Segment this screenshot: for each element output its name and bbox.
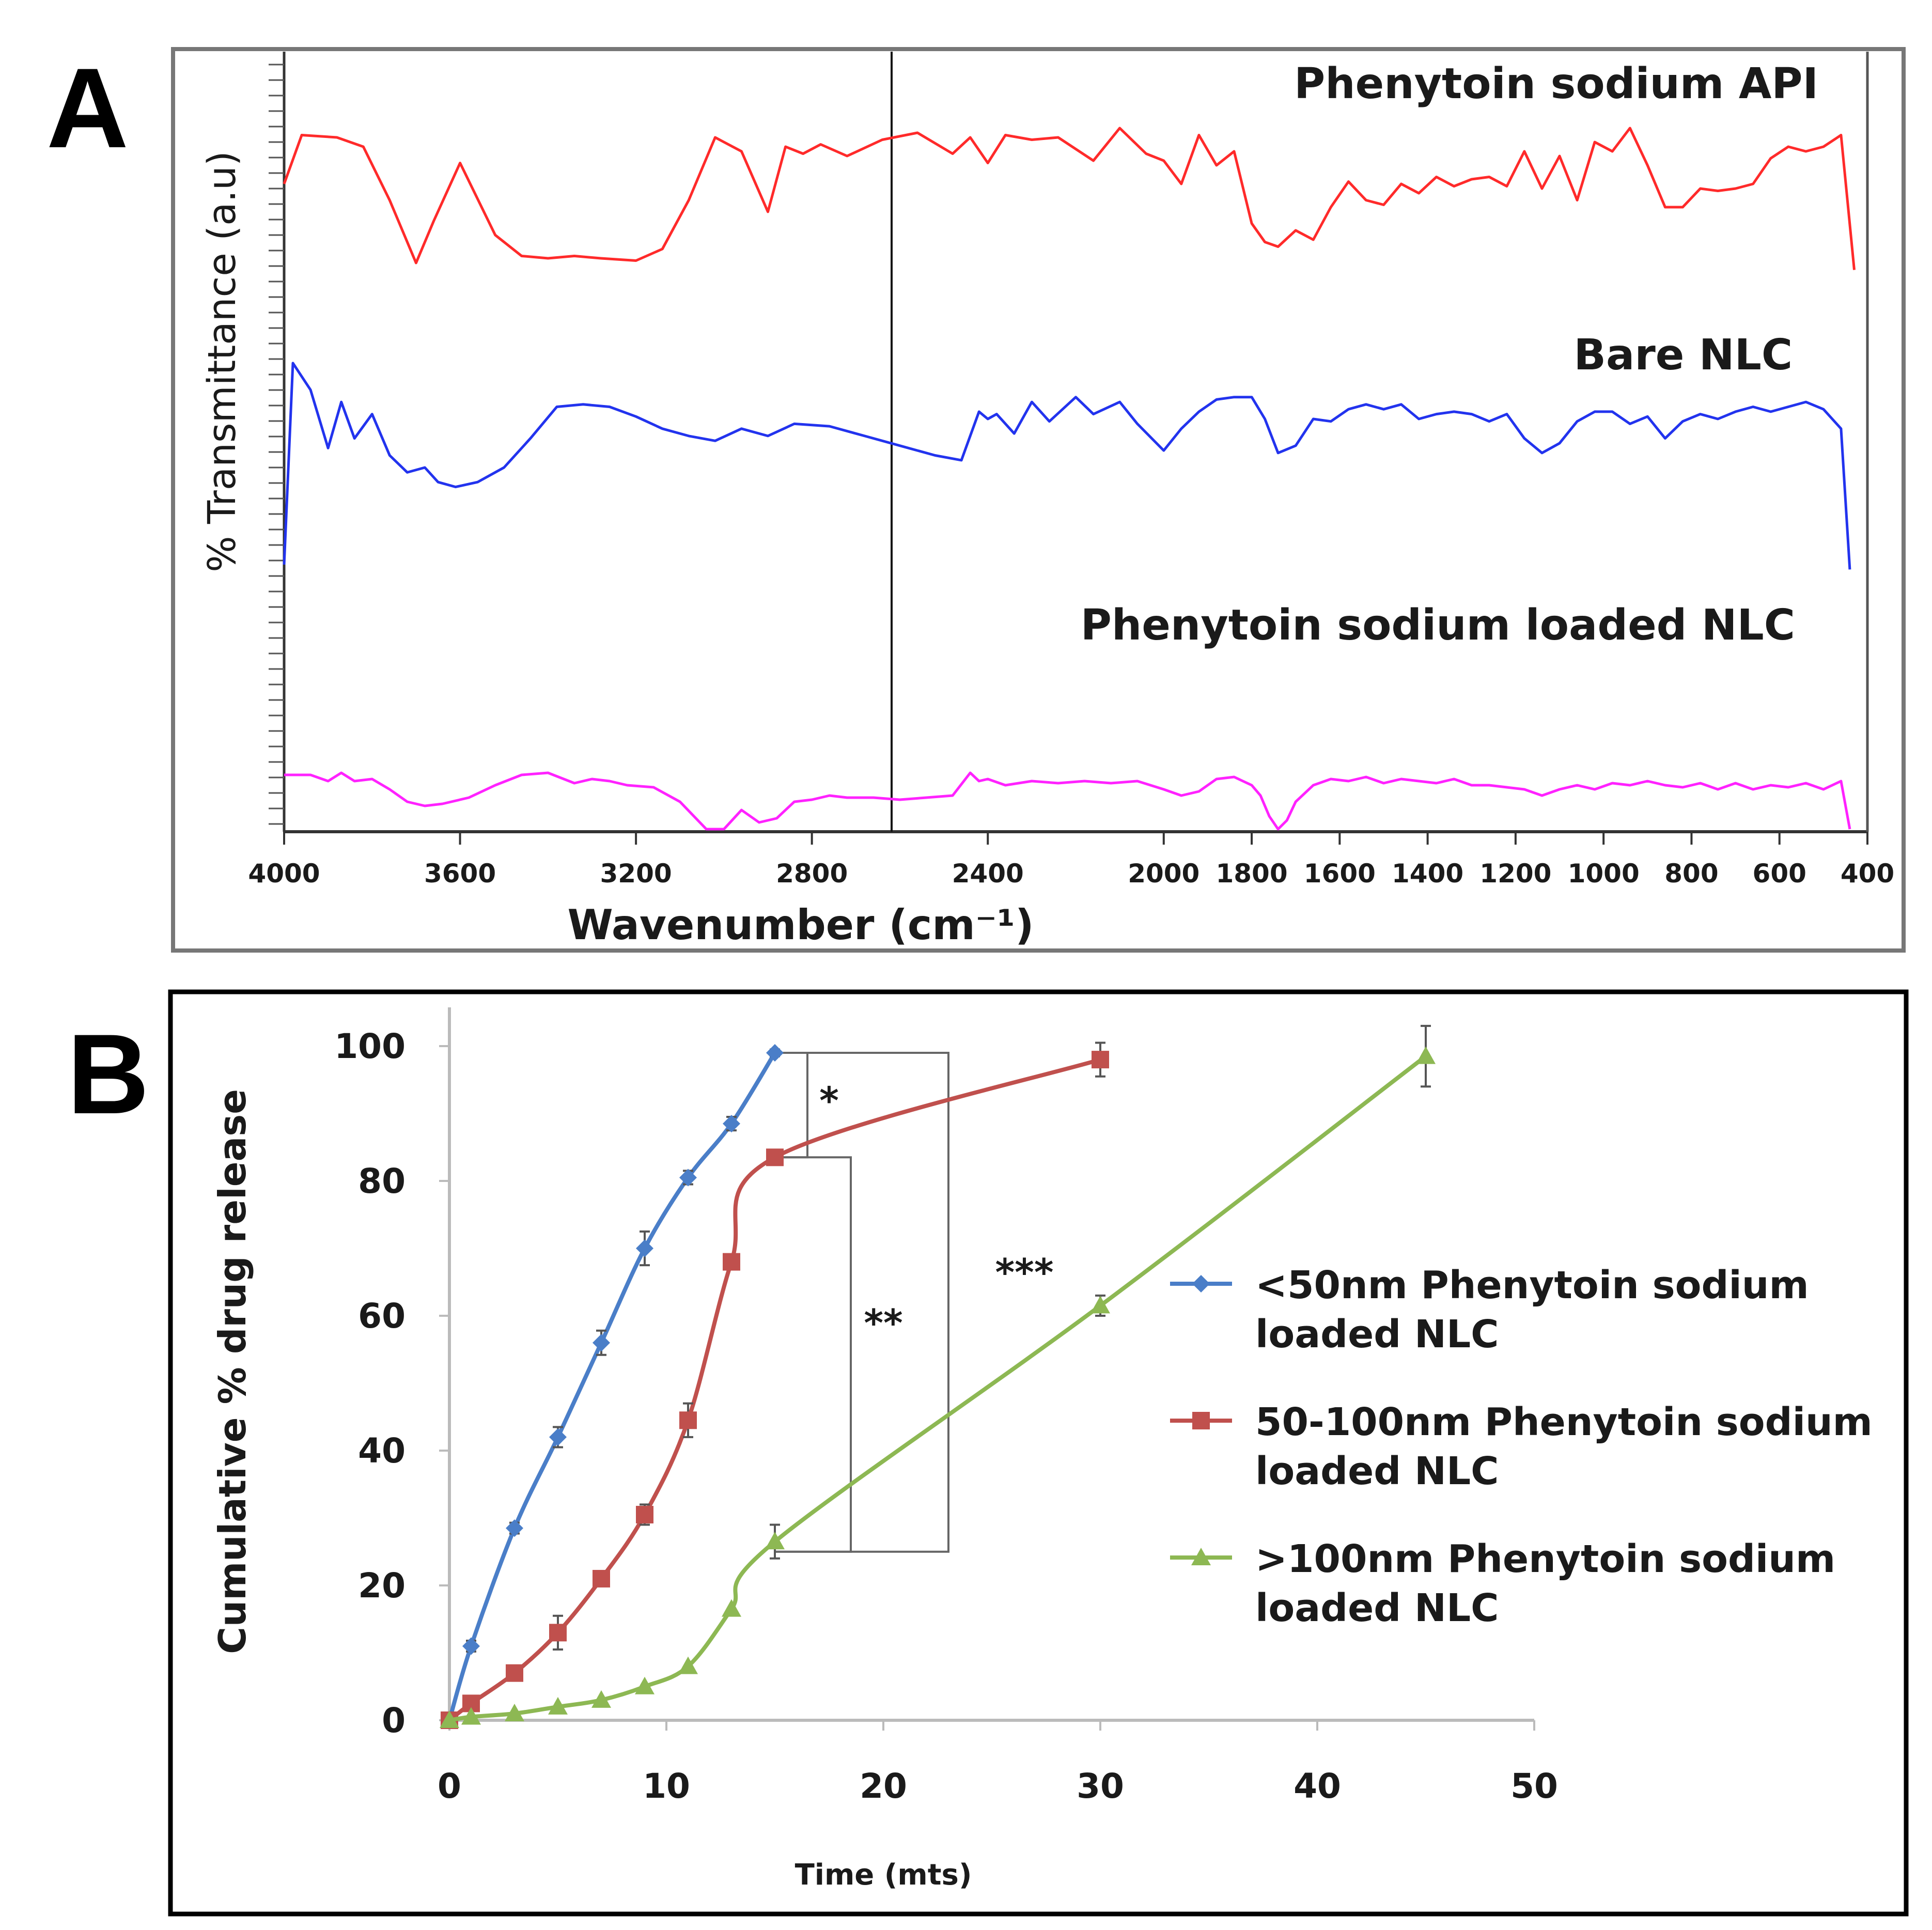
panel-a-x-tick-label: 2800 — [776, 859, 848, 889]
significance-brackets: ****** — [775, 1052, 1054, 1553]
panel-b-series — [440, 1024, 1436, 1729]
panel-b-y-tick-label: 40 — [358, 1431, 406, 1471]
panel-b-x-tick-label: 20 — [860, 1766, 907, 1806]
panel-b-y-tick-label: 20 — [358, 1566, 406, 1606]
data-point — [679, 1411, 697, 1429]
data-point — [635, 1676, 655, 1694]
data-point — [505, 1703, 524, 1721]
panel-b-y-tick-label: 0 — [382, 1701, 406, 1740]
panel-b-ticks: 0 20 40 60 80 100 0 10 20 30 40 50 — [334, 1026, 1558, 1806]
release-series-2 — [441, 1041, 1109, 1729]
trace-label-api: Phenytoin sodium API — [1294, 59, 1818, 108]
panel-a-x-tick-label: 1400 — [1392, 859, 1463, 889]
data-point — [549, 1428, 567, 1446]
panel-a-x-tick-label: 1200 — [1479, 859, 1551, 889]
data-point — [766, 1148, 784, 1166]
panel-a-letter: A — [46, 44, 129, 172]
data-point — [461, 1707, 481, 1725]
data-point — [679, 1169, 697, 1187]
panel-a-x-tick-label: 3200 — [600, 859, 672, 889]
panel-a-y-axis-label: % Transmittance (a.u) — [200, 151, 244, 572]
panel-b-y-tick-label: 60 — [358, 1296, 406, 1336]
data-point — [765, 1532, 785, 1550]
data-point — [766, 1044, 784, 1062]
panel-b-x-tick-label: 30 — [1077, 1766, 1124, 1806]
panel-a-ticks: 4000 3600 3200 2800 2400 2000 1800 1600 1400 1200… — [248, 64, 1894, 889]
panel-b-y-tick-label: 100 — [334, 1026, 406, 1066]
data-point — [636, 1505, 653, 1523]
panel-b-letter: B — [67, 1010, 149, 1138]
data-point — [506, 1519, 523, 1537]
legend-label: <50nm Phenytoin sodium — [1255, 1263, 1809, 1308]
legend-label: loaded NLC — [1255, 1312, 1499, 1357]
panel-a-x-tick-label: 2400 — [952, 859, 1024, 889]
legend-label: 50-100nm Phenytoin sodium — [1255, 1400, 1873, 1444]
panel-a-x-tick-label: 1800 — [1216, 859, 1287, 889]
significance-bracket — [775, 1052, 949, 1553]
significance-label: * — [819, 1079, 839, 1122]
panel-b-frame — [168, 989, 1909, 1917]
data-point — [591, 1690, 611, 1708]
data-point — [678, 1656, 698, 1674]
spectrum-line-3 — [284, 771, 1851, 831]
legend-label: loaded NLC — [1255, 1449, 1499, 1493]
panel-a-x-tick-label: 600 — [1753, 859, 1806, 889]
panel-a-x-axis-label: Wavenumber (cm⁻¹) — [567, 901, 1034, 949]
data-point — [593, 1569, 610, 1587]
significance-label: *** — [995, 1251, 1054, 1294]
panel-a-frame — [171, 47, 1906, 953]
legend-label: loaded NLC — [1255, 1586, 1499, 1630]
panel-b-x-tick-label: 0 — [438, 1766, 461, 1806]
trace-label-bare-nlc: Bare NLC — [1574, 331, 1793, 380]
panel-a-traces — [283, 127, 1856, 831]
panel-a-x-tick-label: 3600 — [424, 859, 496, 889]
panel-b-x-tick-label: 10 — [643, 1766, 690, 1806]
panel-b-x-axis-label: Time (mts) — [795, 1858, 972, 1892]
panel-a-plot: 4000 3600 3200 2800 2400 2000 1800 1600 1400 1200… — [248, 52, 1894, 889]
spectrum-line-2 — [283, 362, 1851, 570]
panel-a-x-tick-label: 800 — [1664, 859, 1718, 889]
data-point — [1092, 1051, 1109, 1069]
data-point — [462, 1637, 480, 1655]
legend-label: >100nm Phenytoin sodium — [1255, 1537, 1835, 1581]
data-point — [506, 1664, 523, 1682]
panel-b-y-tick-label: 80 — [358, 1161, 406, 1201]
data-point — [548, 1696, 568, 1715]
data-point — [1090, 1296, 1110, 1314]
legend-swatch-marker — [1192, 1275, 1210, 1293]
data-point — [549, 1624, 567, 1642]
release-series-1 — [441, 1044, 784, 1729]
legend-swatch-marker — [1192, 1412, 1210, 1429]
data-point — [593, 1334, 610, 1352]
significance-label: ** — [864, 1301, 902, 1345]
data-point — [1416, 1046, 1436, 1064]
panel-a: A 4000 3600 3200 2800 2400 2000 1800 1600 1400 12… — [46, 44, 1906, 953]
data-point — [723, 1115, 740, 1133]
trace-label-loaded-nlc: Phenytoin sodium loaded NLC — [1081, 601, 1795, 650]
data-point — [440, 1710, 459, 1728]
release-curve — [447, 1051, 777, 1721]
panel-b-y-axis-label: Cumulative % drug release — [211, 1089, 254, 1654]
panel-a-x-tick-label: 2000 — [1128, 859, 1199, 889]
data-point — [723, 1253, 740, 1271]
panel-b-x-tick-label: 40 — [1294, 1766, 1341, 1806]
legend-swatch-marker — [1191, 1548, 1211, 1565]
panel-a-x-tick-label: 1000 — [1568, 859, 1640, 889]
spectrum-line-1 — [283, 127, 1856, 270]
significance-bracket — [775, 1052, 808, 1159]
panel-b-x-tick-label: 50 — [1510, 1766, 1558, 1806]
panel-a-x-tick-label: 400 — [1841, 859, 1894, 889]
data-point — [722, 1599, 741, 1617]
panel-a-x-tick-label: 1600 — [1304, 859, 1376, 889]
release-series-3 — [440, 1024, 1436, 1728]
data-point — [636, 1239, 653, 1257]
panel-a-x-tick-label: 4000 — [248, 859, 320, 889]
